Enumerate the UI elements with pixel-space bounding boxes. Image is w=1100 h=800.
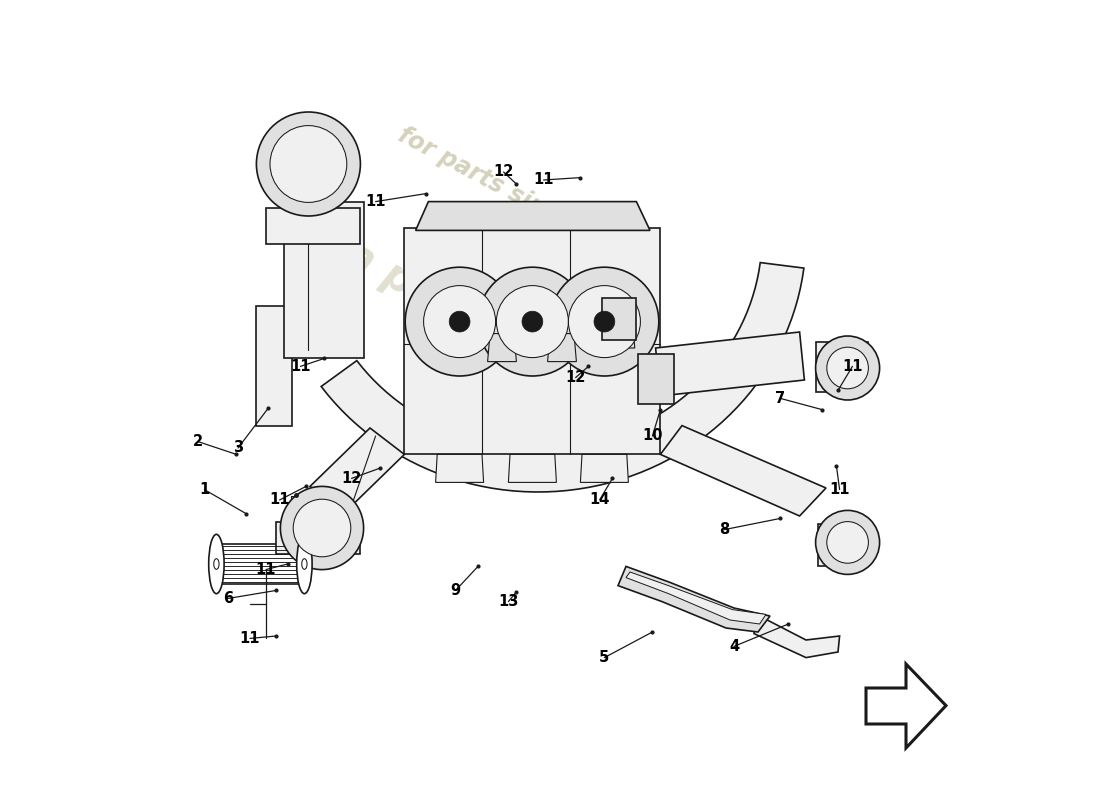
Circle shape	[815, 510, 880, 574]
Circle shape	[280, 486, 364, 570]
Circle shape	[827, 347, 868, 389]
Circle shape	[424, 286, 496, 358]
Polygon shape	[487, 334, 516, 362]
Circle shape	[270, 126, 346, 202]
Polygon shape	[405, 228, 660, 454]
Circle shape	[594, 311, 615, 332]
Text: 11: 11	[255, 562, 276, 577]
Ellipse shape	[297, 534, 312, 594]
Polygon shape	[508, 454, 557, 482]
Polygon shape	[818, 524, 866, 566]
Text: 13: 13	[498, 594, 518, 609]
Text: 11: 11	[829, 482, 850, 497]
Polygon shape	[266, 208, 360, 244]
Polygon shape	[217, 544, 305, 584]
Circle shape	[496, 286, 569, 358]
Text: 11: 11	[270, 493, 290, 507]
Polygon shape	[436, 454, 484, 482]
Text: 10: 10	[642, 429, 662, 443]
Polygon shape	[866, 664, 946, 748]
Polygon shape	[285, 202, 364, 358]
Text: 4: 4	[729, 639, 739, 654]
Polygon shape	[815, 342, 868, 392]
Polygon shape	[754, 614, 839, 658]
Polygon shape	[416, 202, 650, 230]
Polygon shape	[618, 566, 770, 632]
Polygon shape	[436, 310, 464, 338]
Circle shape	[478, 267, 586, 376]
Text: 9: 9	[451, 583, 461, 598]
Text: 11: 11	[290, 359, 310, 374]
Polygon shape	[276, 522, 360, 554]
Polygon shape	[656, 332, 804, 396]
Text: 8: 8	[719, 522, 729, 537]
Polygon shape	[255, 306, 293, 426]
Polygon shape	[581, 454, 628, 482]
Text: 6: 6	[223, 591, 233, 606]
Circle shape	[827, 522, 868, 563]
Polygon shape	[321, 262, 804, 492]
Text: 3: 3	[233, 441, 243, 455]
Circle shape	[405, 267, 514, 376]
Text: 11: 11	[843, 359, 862, 374]
Text: 7: 7	[776, 391, 785, 406]
Polygon shape	[626, 572, 766, 624]
Text: 11: 11	[240, 631, 261, 646]
Circle shape	[550, 267, 659, 376]
Text: 12: 12	[565, 370, 586, 385]
Text: 14: 14	[590, 493, 609, 507]
Polygon shape	[638, 354, 674, 404]
Ellipse shape	[213, 558, 219, 570]
Text: a passion: a passion	[338, 234, 554, 374]
Circle shape	[256, 112, 361, 216]
Text: 5: 5	[600, 650, 609, 665]
Ellipse shape	[301, 558, 307, 570]
Polygon shape	[310, 428, 405, 514]
Text: for parts since 1985: for parts since 1985	[394, 122, 642, 270]
Text: 12: 12	[341, 471, 362, 486]
Text: 11: 11	[534, 173, 554, 187]
Text: 2: 2	[192, 434, 204, 449]
Ellipse shape	[209, 534, 224, 594]
Polygon shape	[548, 334, 576, 362]
Circle shape	[294, 499, 351, 557]
Text: 11: 11	[365, 194, 386, 209]
Polygon shape	[660, 426, 826, 516]
Polygon shape	[602, 298, 637, 340]
Text: 1: 1	[199, 482, 209, 497]
Circle shape	[815, 336, 880, 400]
Circle shape	[522, 311, 542, 332]
Circle shape	[569, 286, 640, 358]
Circle shape	[449, 311, 470, 332]
Polygon shape	[606, 320, 635, 348]
Text: 12: 12	[494, 165, 514, 179]
